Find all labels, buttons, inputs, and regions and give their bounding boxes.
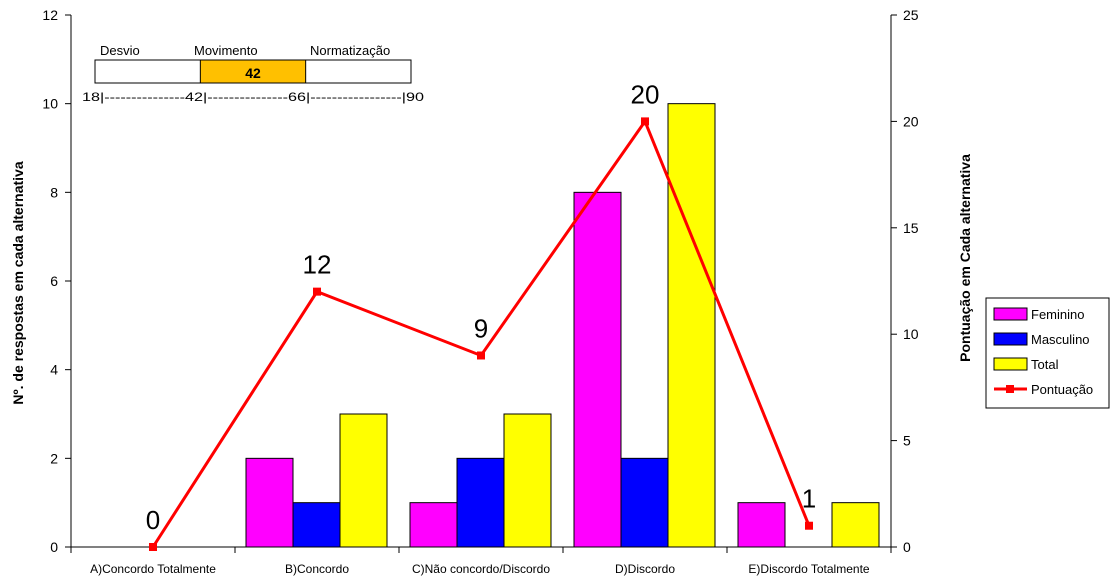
bar-masculino bbox=[292, 502, 341, 548]
legend-swatch-total bbox=[993, 357, 1028, 371]
bar-total bbox=[339, 413, 388, 548]
inset-label-normatizacao: Normatização bbox=[310, 43, 390, 58]
legend-marker-pontuacao bbox=[1006, 385, 1014, 393]
bar-total bbox=[831, 502, 880, 548]
scale-inset: Desvio Movimento Normatização 42 18|----… bbox=[82, 43, 424, 104]
category-label: A)Concordo Totalmente bbox=[90, 562, 216, 576]
legend-swatch-masculino bbox=[993, 332, 1028, 346]
left-tick-label: 2 bbox=[50, 450, 58, 466]
left-tick-label: 4 bbox=[50, 362, 58, 378]
bar-total bbox=[667, 103, 716, 548]
bar-feminino bbox=[737, 502, 786, 548]
left-ticks: 0 2 4 6 8 10 12 bbox=[42, 7, 71, 555]
legend-label: Pontuação bbox=[1031, 382, 1093, 397]
y-axis-label: Nº. de respostas em cada alternativa bbox=[10, 161, 26, 404]
bar-masculino bbox=[456, 457, 505, 548]
right-ticks: 0 5 10 15 20 25 bbox=[891, 7, 919, 555]
inset-highlight bbox=[199, 59, 307, 84]
y2-axis-label: Pontuação em Cada alternativa bbox=[957, 154, 973, 362]
score-data-label: 1 bbox=[802, 484, 816, 514]
left-tick-label: 0 bbox=[50, 539, 58, 555]
category-label: D)Discordo bbox=[615, 562, 675, 576]
right-tick-label: 5 bbox=[903, 433, 911, 449]
category-label: C)Não concordo/Discordo bbox=[412, 562, 550, 576]
category-label: B)Concordo bbox=[285, 562, 349, 576]
inset-scale-text: 18|---------------42|---------------66|-… bbox=[82, 90, 424, 104]
score-data-label: 0 bbox=[146, 505, 160, 535]
right-tick-label: 25 bbox=[903, 7, 919, 23]
right-tick-label: 20 bbox=[903, 113, 919, 129]
category-label: E)Discordo Totalmente bbox=[748, 562, 869, 576]
score-marker bbox=[641, 117, 649, 126]
score-marker bbox=[805, 521, 813, 530]
legend: Feminino Masculino Total Pontuação bbox=[985, 297, 1110, 409]
legend-label: Total bbox=[1031, 357, 1059, 372]
score-data-label: 9 bbox=[474, 313, 488, 343]
bar-feminino bbox=[409, 502, 458, 548]
score-data-label: 12 bbox=[303, 250, 332, 280]
bar-total bbox=[503, 413, 552, 548]
bars bbox=[245, 103, 880, 548]
legend-swatch-feminino bbox=[993, 307, 1028, 321]
right-tick-label: 10 bbox=[903, 326, 919, 342]
bar-masculino bbox=[620, 457, 669, 548]
score-data-label: 20 bbox=[631, 79, 660, 109]
score-marker bbox=[149, 543, 157, 551]
bar-feminino bbox=[573, 191, 622, 548]
right-tick-label: 15 bbox=[903, 220, 919, 236]
category-labels: A)Concordo Totalmente B)Concordo C)Não con… bbox=[90, 562, 870, 576]
score-marker bbox=[477, 351, 485, 360]
right-tick-label: 0 bbox=[903, 539, 911, 555]
legend-label: Masculino bbox=[1031, 332, 1090, 347]
left-tick-label: 12 bbox=[42, 7, 58, 23]
x-ticks bbox=[70, 547, 892, 553]
inset-value: 42 bbox=[245, 65, 261, 81]
left-tick-label: 10 bbox=[42, 96, 58, 112]
inset-label-desvio: Desvio bbox=[100, 43, 140, 58]
left-tick-label: 6 bbox=[50, 273, 58, 289]
bar-feminino bbox=[245, 457, 294, 548]
inset-label-movimento: Movimento bbox=[194, 43, 258, 58]
left-tick-label: 8 bbox=[50, 184, 58, 200]
legend-label: Feminino bbox=[1031, 307, 1084, 322]
score-marker bbox=[313, 287, 321, 296]
score-line: 0 12 9 20 1 bbox=[146, 79, 816, 551]
